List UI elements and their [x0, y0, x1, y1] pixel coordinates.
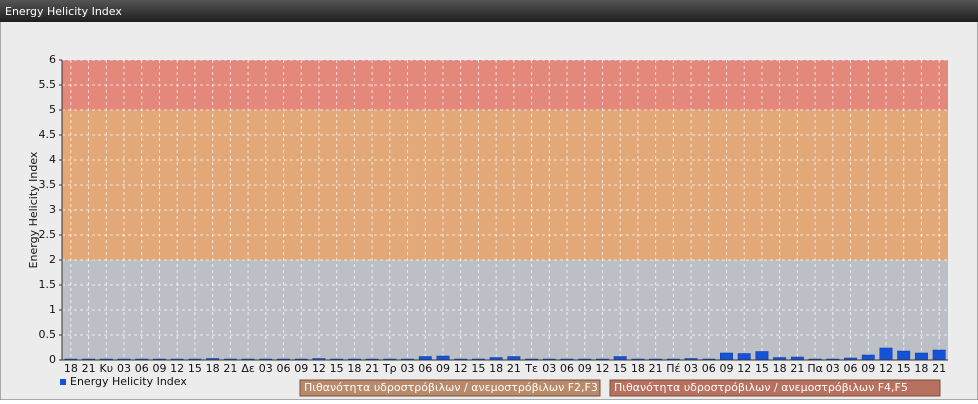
x-tick-label: 12 — [595, 362, 609, 375]
y-axis-label: Energy Helicity Index — [27, 151, 40, 268]
bar — [418, 356, 432, 361]
x-tick-label: Τε — [524, 362, 538, 375]
x-tick-label: 12 — [454, 362, 468, 375]
x-tick-label: 12 — [879, 362, 893, 375]
x-tick-label: 18 — [773, 362, 787, 375]
x-tick-label: 21 — [223, 362, 237, 375]
x-tick-label: 15 — [471, 362, 485, 375]
bar — [879, 347, 893, 361]
y-tick-label: 1.5 — [39, 278, 57, 291]
y-tick-label: 2 — [49, 253, 56, 266]
x-tick-label: 09 — [720, 362, 734, 375]
y-tick-label: 6 — [49, 53, 56, 66]
y-tick-label: 0.5 — [39, 328, 57, 341]
x-tick-label: 15 — [755, 362, 769, 375]
y-tick-label: 5 — [49, 103, 56, 116]
x-tick-label: Τρ — [382, 362, 397, 375]
band-legend-label: Πιθανότητα υδροστρόβιλων / ανεμοστρόβιλω… — [304, 381, 598, 394]
y-tick-label: 1 — [49, 303, 56, 316]
bar — [720, 352, 733, 361]
y-tick-label: 4 — [49, 153, 56, 166]
x-tick-label: 06 — [560, 362, 574, 375]
x-tick-label: 18 — [64, 362, 78, 375]
bar — [613, 356, 627, 361]
x-tick-label: 15 — [330, 362, 344, 375]
band-legend-box — [299, 379, 601, 397]
legend-label: Energy Helicity Index — [70, 375, 187, 388]
x-tick-label: 03 — [117, 362, 131, 375]
y-tick-label: 2.5 — [39, 228, 57, 241]
x-tick-label: 18 — [914, 362, 928, 375]
bar — [507, 356, 521, 361]
y-tick-label: 0 — [49, 353, 56, 366]
x-tick-label: 12 — [737, 362, 751, 375]
x-tick-label: 21 — [365, 362, 379, 375]
x-tick-label: 12 — [170, 362, 184, 375]
bar — [737, 353, 751, 361]
y-tick-label: 4.5 — [39, 128, 57, 141]
band-legend-label: Πιθανότητα υδροστρόβιλων / ανεμοστρόβιλω… — [614, 381, 908, 394]
x-tick-label: 09 — [436, 362, 450, 375]
x-tick-label: 06 — [135, 362, 149, 375]
x-tick-label: 09 — [152, 362, 166, 375]
x-tick-label: 21 — [649, 362, 663, 375]
x-tick-label: 09 — [294, 362, 308, 375]
x-tick-label: 03 — [401, 362, 415, 375]
band-legend-box — [609, 379, 941, 397]
x-tick-label: 03 — [259, 362, 273, 375]
x-tick-label: 03 — [826, 362, 840, 375]
x-tick-label: 06 — [702, 362, 716, 375]
x-tick-label: Πα — [807, 362, 823, 375]
x-tick-label: 18 — [489, 362, 503, 375]
x-tick-label: Πέ — [666, 362, 680, 375]
x-tick-label: 21 — [932, 362, 946, 375]
bar — [932, 349, 946, 361]
y-tick-label: 3.5 — [39, 178, 57, 191]
x-tick-label: 06 — [277, 362, 291, 375]
x-tick-label: 18 — [347, 362, 361, 375]
x-tick-label: 21 — [507, 362, 521, 375]
bar — [861, 354, 875, 361]
x-tick-label: 21 — [82, 362, 96, 375]
x-tick-label: 15 — [897, 362, 911, 375]
x-tick-label: 15 — [613, 362, 627, 375]
y-tick-label: 3 — [49, 203, 56, 216]
bar — [914, 352, 928, 361]
x-tick-label: 18 — [206, 362, 220, 375]
title-bar — [0, 0, 978, 22]
legend-swatch — [60, 379, 66, 385]
x-tick-label: 06 — [844, 362, 858, 375]
x-tick-label: 09 — [578, 362, 592, 375]
x-tick-label: 12 — [312, 362, 326, 375]
x-tick-label: 21 — [790, 362, 804, 375]
x-tick-label: 03 — [542, 362, 556, 375]
x-tick-label: 15 — [188, 362, 202, 375]
x-tick-label: 18 — [631, 362, 645, 375]
x-tick-label: Δε — [241, 362, 255, 375]
bar — [755, 351, 769, 361]
bar — [436, 355, 450, 361]
x-tick-label: 03 — [684, 362, 698, 375]
bar — [897, 350, 911, 361]
chart-title: Energy Helicity Index — [5, 5, 122, 18]
x-tick-label: Κυ — [100, 362, 114, 375]
x-tick-label: 09 — [861, 362, 875, 375]
y-tick-label: 5.5 — [39, 78, 57, 91]
x-tick-label: 06 — [418, 362, 432, 375]
